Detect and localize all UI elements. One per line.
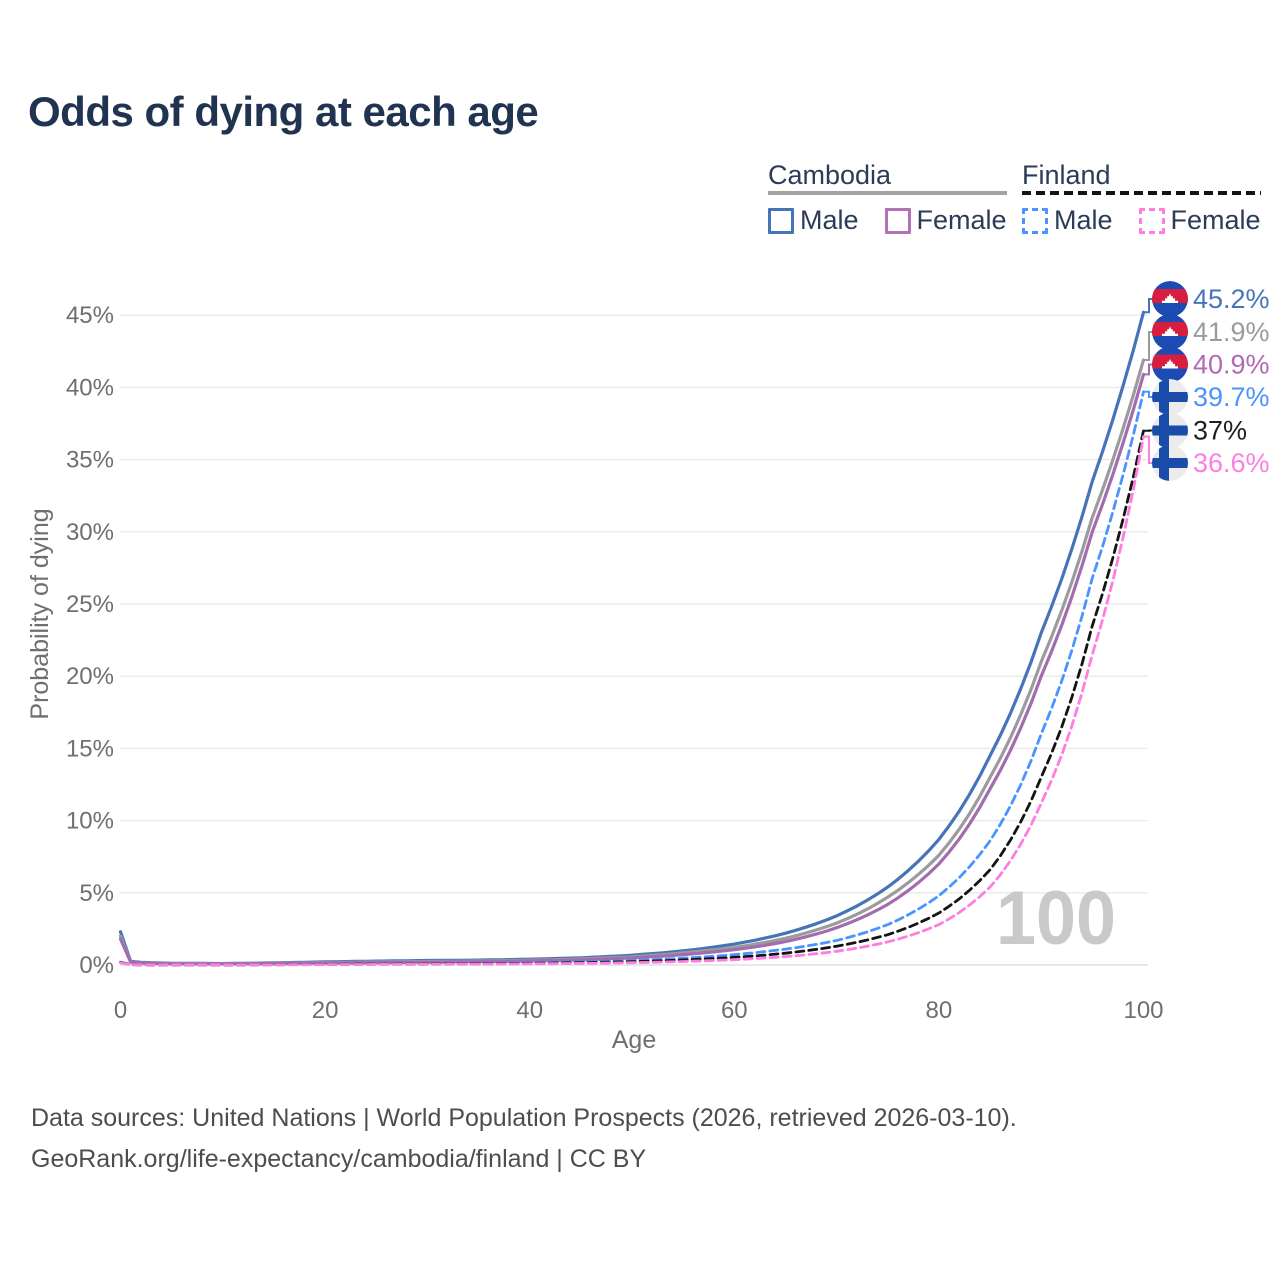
attribution-line: GeoRank.org/life-expectancy/cambodia/fin…	[31, 1145, 647, 1173]
legend-item-finland-female[interactable]: Female	[1138, 205, 1261, 236]
x-axis-title: Age	[612, 1026, 656, 1054]
end-label-connector	[1143, 435, 1152, 464]
series-line-finland-female[interactable]	[119, 435, 1145, 967]
x-tick-label: 40	[516, 997, 543, 1024]
legend-country-finland[interactable]: Finland	[1022, 160, 1111, 190]
cambodia-flag-icon	[1152, 346, 1188, 383]
legend-item-label: Male	[800, 205, 859, 235]
x-tick-label: 60	[721, 997, 748, 1024]
end-value-label: 39.7%	[1193, 382, 1270, 412]
end-value-label: 41.9%	[1193, 317, 1270, 347]
end-label-connector	[1143, 331, 1152, 361]
series-lines	[118, 310, 1146, 967]
cambodia-flag-icon	[1152, 314, 1188, 350]
finland-both-line-swatch	[1022, 191, 1261, 195]
end-label-connector	[1143, 363, 1152, 376]
series-line-cambodia-female[interactable]	[118, 372, 1146, 966]
data-sources-line: Data sources: United Nations | World Pop…	[31, 1104, 1017, 1132]
series-line-finland-male[interactable]	[119, 390, 1145, 967]
legend-group-cambodia: Cambodia Male Female	[768, 160, 1007, 236]
legend-country-cambodia[interactable]: Cambodia	[768, 160, 892, 190]
x-tick-label: 80	[926, 997, 953, 1024]
legend-item-label: Female	[916, 205, 1007, 235]
series-line-cambodia-both[interactable]	[118, 358, 1146, 966]
legend-item-finland-male[interactable]: Male	[1022, 205, 1113, 236]
cambodia-both-line-swatch	[768, 191, 1007, 195]
legend-group-finland: Finland Male Female	[1022, 160, 1261, 236]
x-tick-label: 20	[312, 997, 339, 1024]
y-tick-label: 35%	[66, 447, 114, 474]
hover-age-watermark: 100	[996, 876, 1116, 961]
end-value-label: 36.6%	[1193, 448, 1270, 478]
gridlines: 0% 5% 10% 15% 20% 25% 30% 35% 40% 45%	[66, 302, 1148, 979]
page-title: Odds of dying at each age	[28, 88, 539, 135]
finland-flag-icon	[1152, 445, 1188, 481]
cambodia-flag-icon	[1152, 281, 1188, 317]
chart-footer: Data sources: United Nations | World Pop…	[31, 1098, 1231, 1180]
y-tick-label: 45%	[66, 302, 114, 329]
legend-item-label: Female	[1170, 205, 1261, 235]
legend: Cambodia Male Female Finland Male Female	[0, 160, 1280, 240]
end-label-connector	[1143, 390, 1152, 398]
finland-female-line-swatch-icon	[1138, 207, 1165, 234]
y-tick-label: 20%	[66, 663, 114, 690]
finland-male-line-swatch-icon	[1022, 207, 1048, 234]
finland-flag-icon	[1152, 379, 1188, 415]
y-tick-label: 15%	[66, 735, 114, 762]
cambodia-male-line-swatch-icon	[768, 207, 794, 234]
y-tick-label: 40%	[66, 374, 114, 401]
y-tick-label: 5%	[79, 880, 114, 907]
cambodia-female-line-swatch-icon	[884, 207, 911, 234]
end-label-connector	[1143, 298, 1152, 314]
legend-item-cambodia-male[interactable]: Male	[768, 205, 859, 236]
end-value-label: 37%	[1193, 416, 1247, 446]
y-tick-label: 10%	[66, 808, 114, 835]
x-tick-label: 0	[114, 997, 127, 1024]
end-value-label: 40.9%	[1193, 350, 1270, 380]
y-tick-label: 30%	[66, 519, 114, 546]
y-tick-label: 0%	[79, 952, 114, 979]
series-line-cambodia-male[interactable]	[118, 310, 1146, 966]
legend-item-cambodia-female[interactable]: Female	[884, 205, 1007, 236]
x-tick-label: 100	[1123, 997, 1163, 1024]
finland-flag-icon	[1152, 412, 1188, 449]
end-labels: 45.2%41.9%40.9%39.7% 37%36.6%	[1143, 281, 1270, 481]
end-value-label: 45.2%	[1193, 284, 1270, 314]
y-axis-title: Probability of dying	[26, 508, 54, 719]
series-line-finland-both[interactable]	[119, 429, 1145, 967]
legend-item-label: Male	[1054, 205, 1113, 235]
y-tick-label: 25%	[66, 591, 114, 618]
